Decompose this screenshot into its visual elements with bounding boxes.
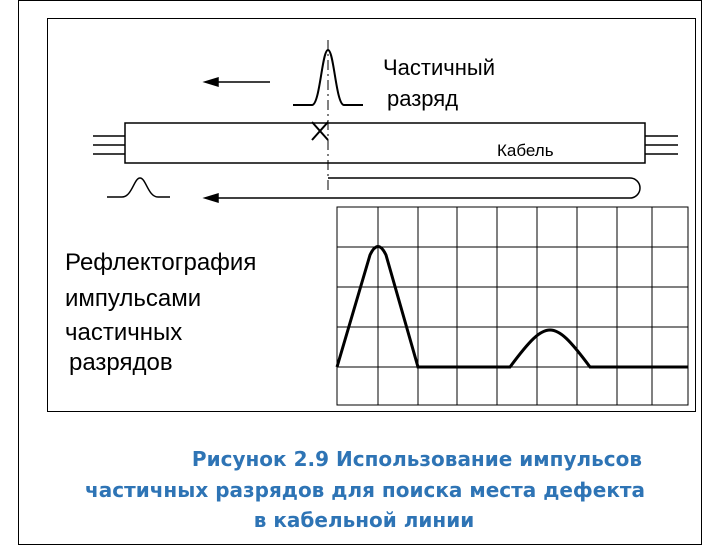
- waveform: [335, 245, 688, 369]
- arrowhead: [202, 192, 219, 204]
- reflection-path: [212, 177, 641, 199]
- outer-frame: [18, 0, 702, 545]
- pulse: [293, 48, 363, 106]
- small-pulse: [107, 177, 170, 198]
- cable-diagram: [93, 40, 678, 204]
- caption-line: частичных разрядов для поиска места дефе…: [85, 478, 645, 502]
- method-label: импульсами: [65, 285, 201, 312]
- defect-mark: [311, 121, 329, 141]
- pulse-label: разряд: [387, 86, 458, 111]
- scope-grid: [336, 206, 689, 406]
- wires: [93, 135, 678, 155]
- method-label: частичных: [65, 319, 182, 346]
- diagram-frame: [47, 18, 696, 412]
- pulse-label: Частичный: [383, 55, 495, 80]
- caption-line: в кабельной линии: [254, 508, 475, 532]
- arrowhead: [202, 76, 219, 88]
- cable-label: Кабель: [497, 141, 554, 160]
- caption-line: Рисунок 2.9 Использование импульсов: [192, 447, 642, 471]
- method-label: Рефлектография: [65, 249, 256, 276]
- cable: [124, 122, 646, 164]
- method-label: разрядов: [69, 349, 173, 376]
